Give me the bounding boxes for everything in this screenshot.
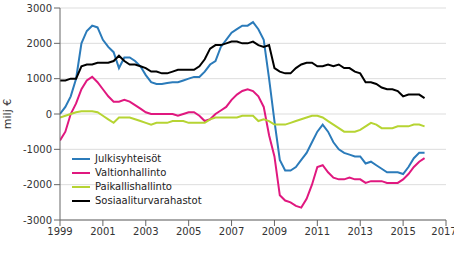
html-text:Julkisyhteisöt: Julkisyhteisöt <box>95 153 162 164</box>
svg-text:0: 0 <box>46 109 52 120</box>
html-text:Sosiaaliturvarahastot: Sosiaaliturvarahastot <box>95 195 202 206</box>
svg-text:2000: 2000 <box>27 38 52 49</box>
svg-text:2013: 2013 <box>347 226 372 237</box>
svg-text:2017: 2017 <box>431 226 446 237</box>
svg-text:2001: 2001 <box>90 226 115 237</box>
html-text:Paikallishallinto: Paikallishallinto <box>95 181 172 192</box>
svg-text:1000: 1000 <box>27 73 52 84</box>
svg-text:1999: 1999 <box>47 226 72 237</box>
svg-text:2007: 2007 <box>219 226 244 237</box>
html-text:Valtionhallinto: Valtionhallinto <box>95 167 167 178</box>
svg-text:-3000: -3000 <box>23 215 52 226</box>
svg-text:-2000: -2000 <box>23 179 52 190</box>
svg-text:2005: 2005 <box>176 226 201 237</box>
svg-text:-1000: -1000 <box>23 144 52 155</box>
svg-text:2003: 2003 <box>133 226 158 237</box>
svg-text:3000: 3000 <box>27 3 52 14</box>
svg-text:2011: 2011 <box>305 226 330 237</box>
svg-text:2009: 2009 <box>262 226 287 237</box>
svg-text:milj €: milj € <box>8 99 14 129</box>
svg-text:2015: 2015 <box>390 226 415 237</box>
